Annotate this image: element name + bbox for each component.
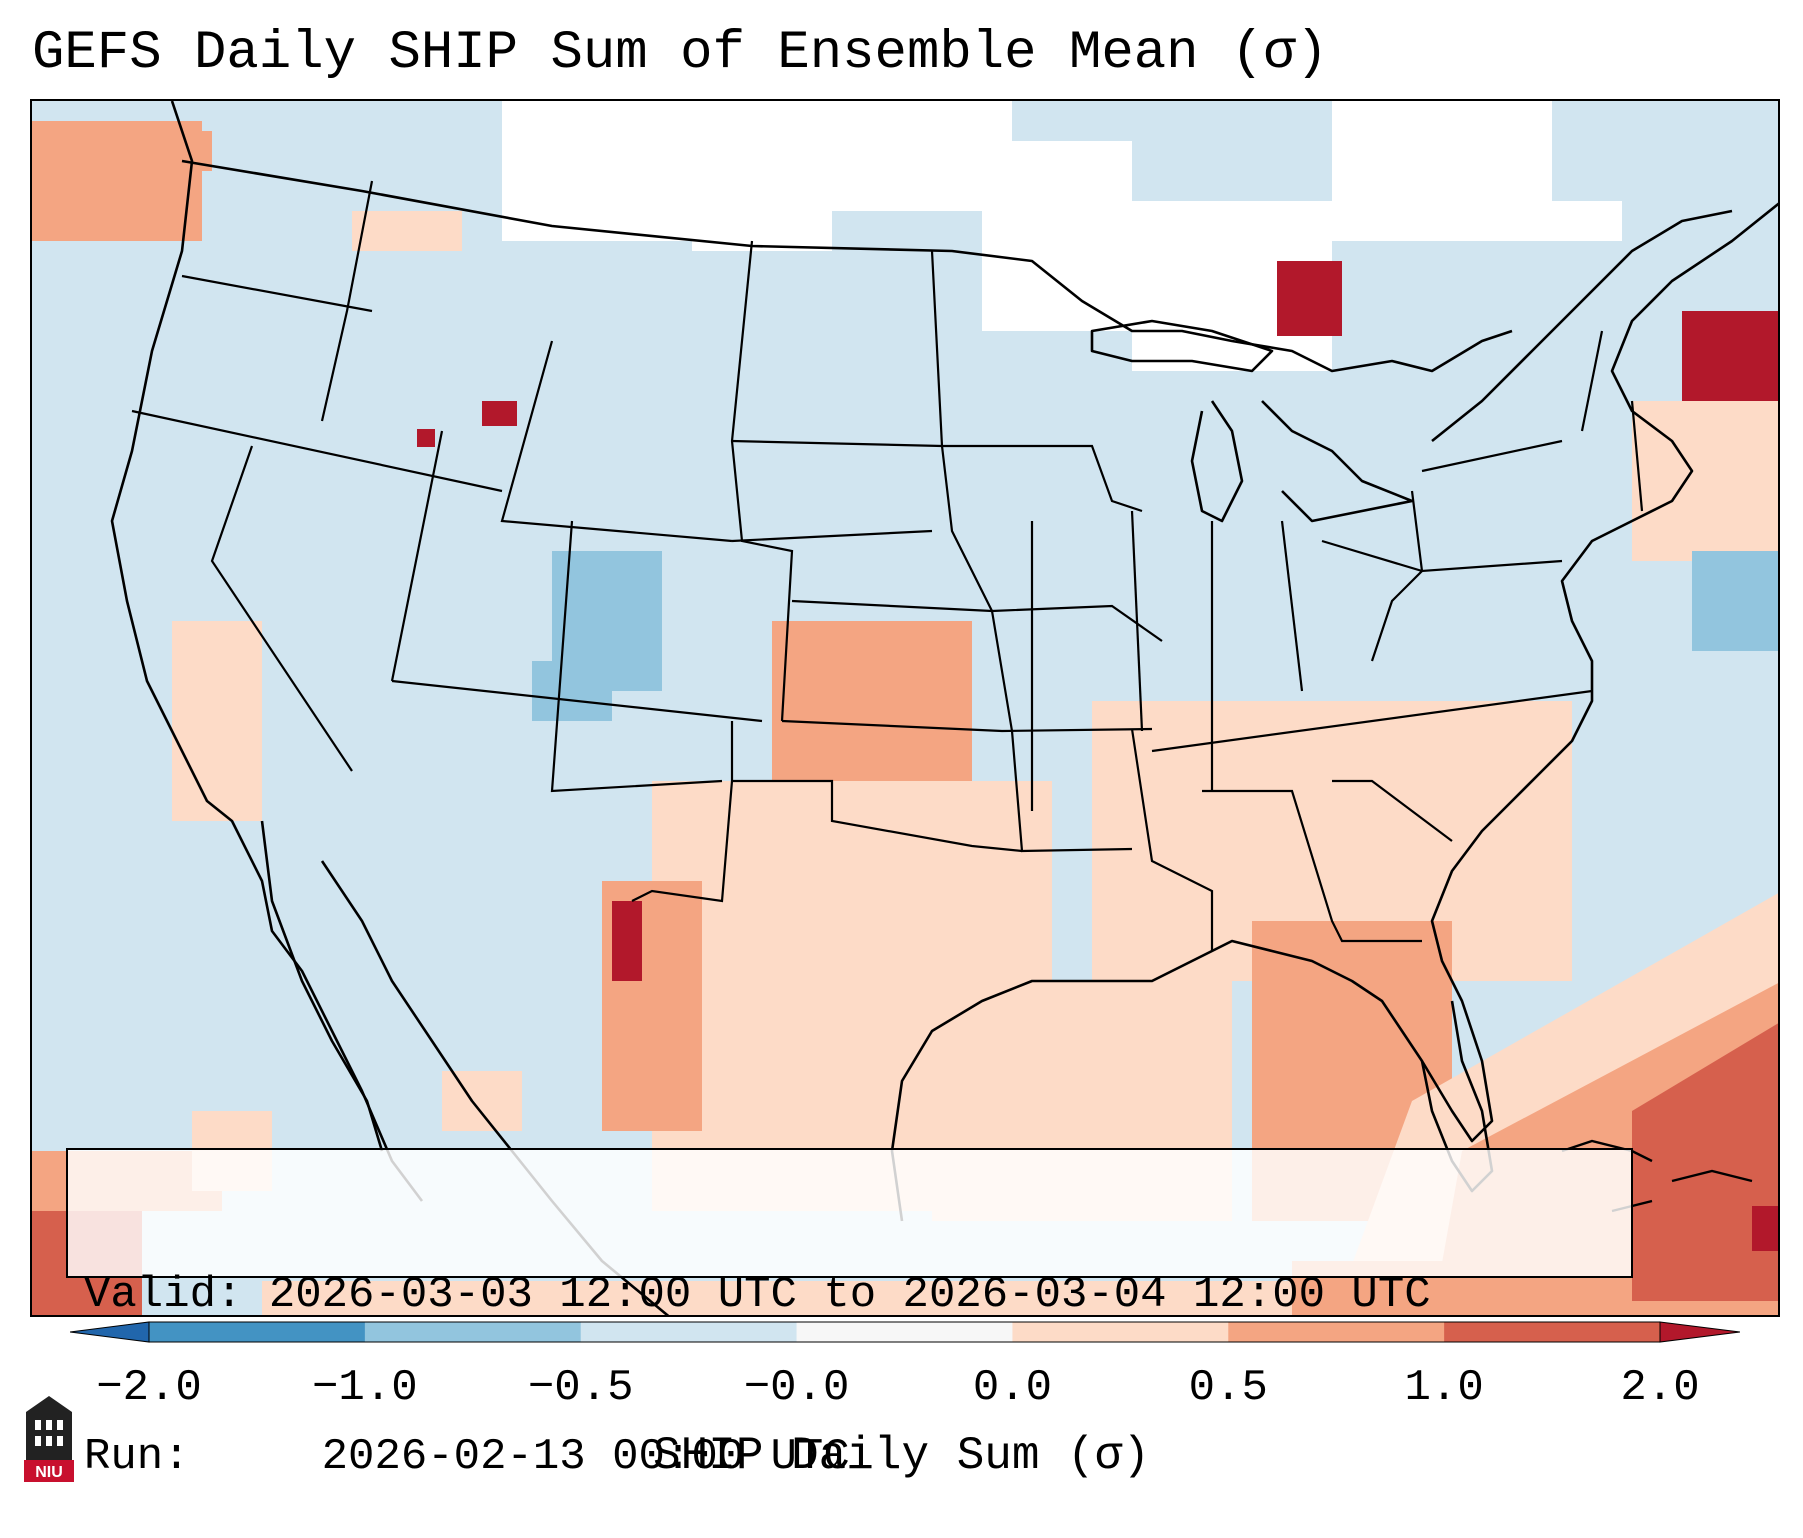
anomaly-area [172,621,262,821]
state-border [1321,539,1425,662]
run-value: 2026-02-13 00:00 UTC [321,1432,850,1482]
logo-banner [24,1460,74,1482]
state-border [731,439,943,448]
state-border [631,721,734,903]
colorbar-tick-label: −0.5 [527,1363,634,1413]
missing-area [502,101,692,241]
canada-border [181,159,1513,373]
state-border [391,679,763,723]
island [1671,1169,1753,1183]
state-border [1130,510,1144,732]
gulf-coastline [890,202,1778,1222]
state-border [930,250,1014,732]
anomaly-area [1752,1206,1778,1251]
island [1561,1139,1653,1163]
great-lakes-superior [1090,319,1274,373]
colorbar-segment [149,1322,366,1342]
colorbar-tick-label: 2.0 [1620,1363,1700,1413]
state-border [390,430,444,682]
state-border [320,180,374,422]
great-lakes-michigan [1190,400,1244,523]
colorbar-segment [1012,1322,1229,1342]
anomaly-layer [32,121,1778,1315]
logo-window [57,1436,63,1446]
baja-coastline [260,820,384,1152]
atlantic-canada-coast [1431,209,1733,443]
missing-area [1552,201,1622,241]
colorbar-segment [1228,1322,1445,1342]
missing-area [1332,101,1552,241]
valid-value: 2026-03-03 12:00 UTC to 2026-03-04 12:00… [268,1270,1431,1320]
anomaly-area [532,661,612,721]
logo-window [35,1420,41,1430]
logo-window [35,1436,41,1446]
colorbar-tick-label: 0.5 [1188,1363,1268,1413]
colorbar-tick-label: 1.0 [1404,1363,1484,1413]
state-border [210,445,353,772]
anomaly-area [612,901,642,981]
colorbar-segment [580,1322,798,1342]
map-title: GEFS Daily SHIP Sum of Ensemble Mean (σ) [32,23,1329,84]
map-panel [30,99,1780,1317]
anomaly-area [1632,401,1778,561]
colorbar-tick-label: −2.0 [96,1363,202,1413]
anomaly-area [482,401,517,426]
state-border [1151,689,1593,753]
map-svg [32,101,1778,1315]
state-border [1202,789,1422,943]
colorbar-tick-label: −1.0 [312,1363,418,1413]
colorbar-tick-label: 0.0 [972,1363,1053,1413]
state-border [500,340,733,543]
state-border [181,274,373,313]
state-border [1630,400,1644,512]
colorbar [70,1321,1740,1343]
anomaly-area [417,429,435,447]
state-border [731,529,933,543]
great-lakes-huron-erie [1261,400,1414,523]
colorbar-label: SHIP Daily Sum (σ) [653,1430,1150,1482]
state-border [1410,490,1563,573]
state-border [1332,779,1453,842]
state-border [1421,439,1563,473]
niu-logo: NIU [24,1396,74,1482]
logo-window [46,1420,52,1430]
pacific-coastline [110,101,424,1202]
state-border [550,520,723,793]
missing-data-layer [502,101,1622,371]
logo-window [57,1420,63,1430]
valid-line: Valid: 2026-03-03 12:00 UTC to 2026-03-0… [84,1268,1631,1322]
anomaly-area [352,211,462,251]
colorbar-segment [364,1322,582,1342]
anomaly-area [1032,1281,1332,1315]
anomaly-area [1277,261,1342,336]
state-border [1280,520,1304,692]
state-border [781,719,1153,733]
state-border [1580,330,1604,432]
colorbar-extend-max [1659,1321,1740,1343]
colorbar-segment [796,1322,1013,1342]
state-border [1010,730,1133,853]
state-border [1130,728,1214,951]
anomaly-area [1692,551,1778,651]
colorbar-segment [1444,1322,1661,1342]
valid-label: Valid: [84,1270,243,1320]
state-border [732,779,1023,853]
anomaly-area [442,1071,522,1131]
state-border [791,599,993,613]
colorbar-extend-min [70,1321,150,1343]
run-label: Run: [84,1432,190,1482]
anomaly-area [1632,1023,1778,1301]
colorbar-tick-label: −0.0 [743,1363,850,1413]
logo-window [46,1436,52,1446]
colorbar-outline [148,1321,1661,1343]
logo-text: NIU [35,1464,63,1481]
state-border [942,444,1143,513]
state-border [131,409,503,493]
state-borders [131,180,1644,951]
run-line: Run: 2026-02-13 00:00 UTC [84,1430,1631,1484]
missing-area [692,101,832,251]
colorbar-segments [149,1322,1661,1342]
valid-run-info-box: Valid: 2026-03-03 12:00 UTC to 2026-03-0… [66,1148,1633,1482]
missing-area [982,141,1132,331]
